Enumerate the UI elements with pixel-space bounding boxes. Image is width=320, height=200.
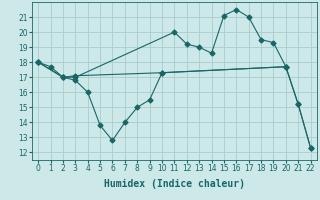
X-axis label: Humidex (Indice chaleur): Humidex (Indice chaleur) xyxy=(104,179,245,189)
